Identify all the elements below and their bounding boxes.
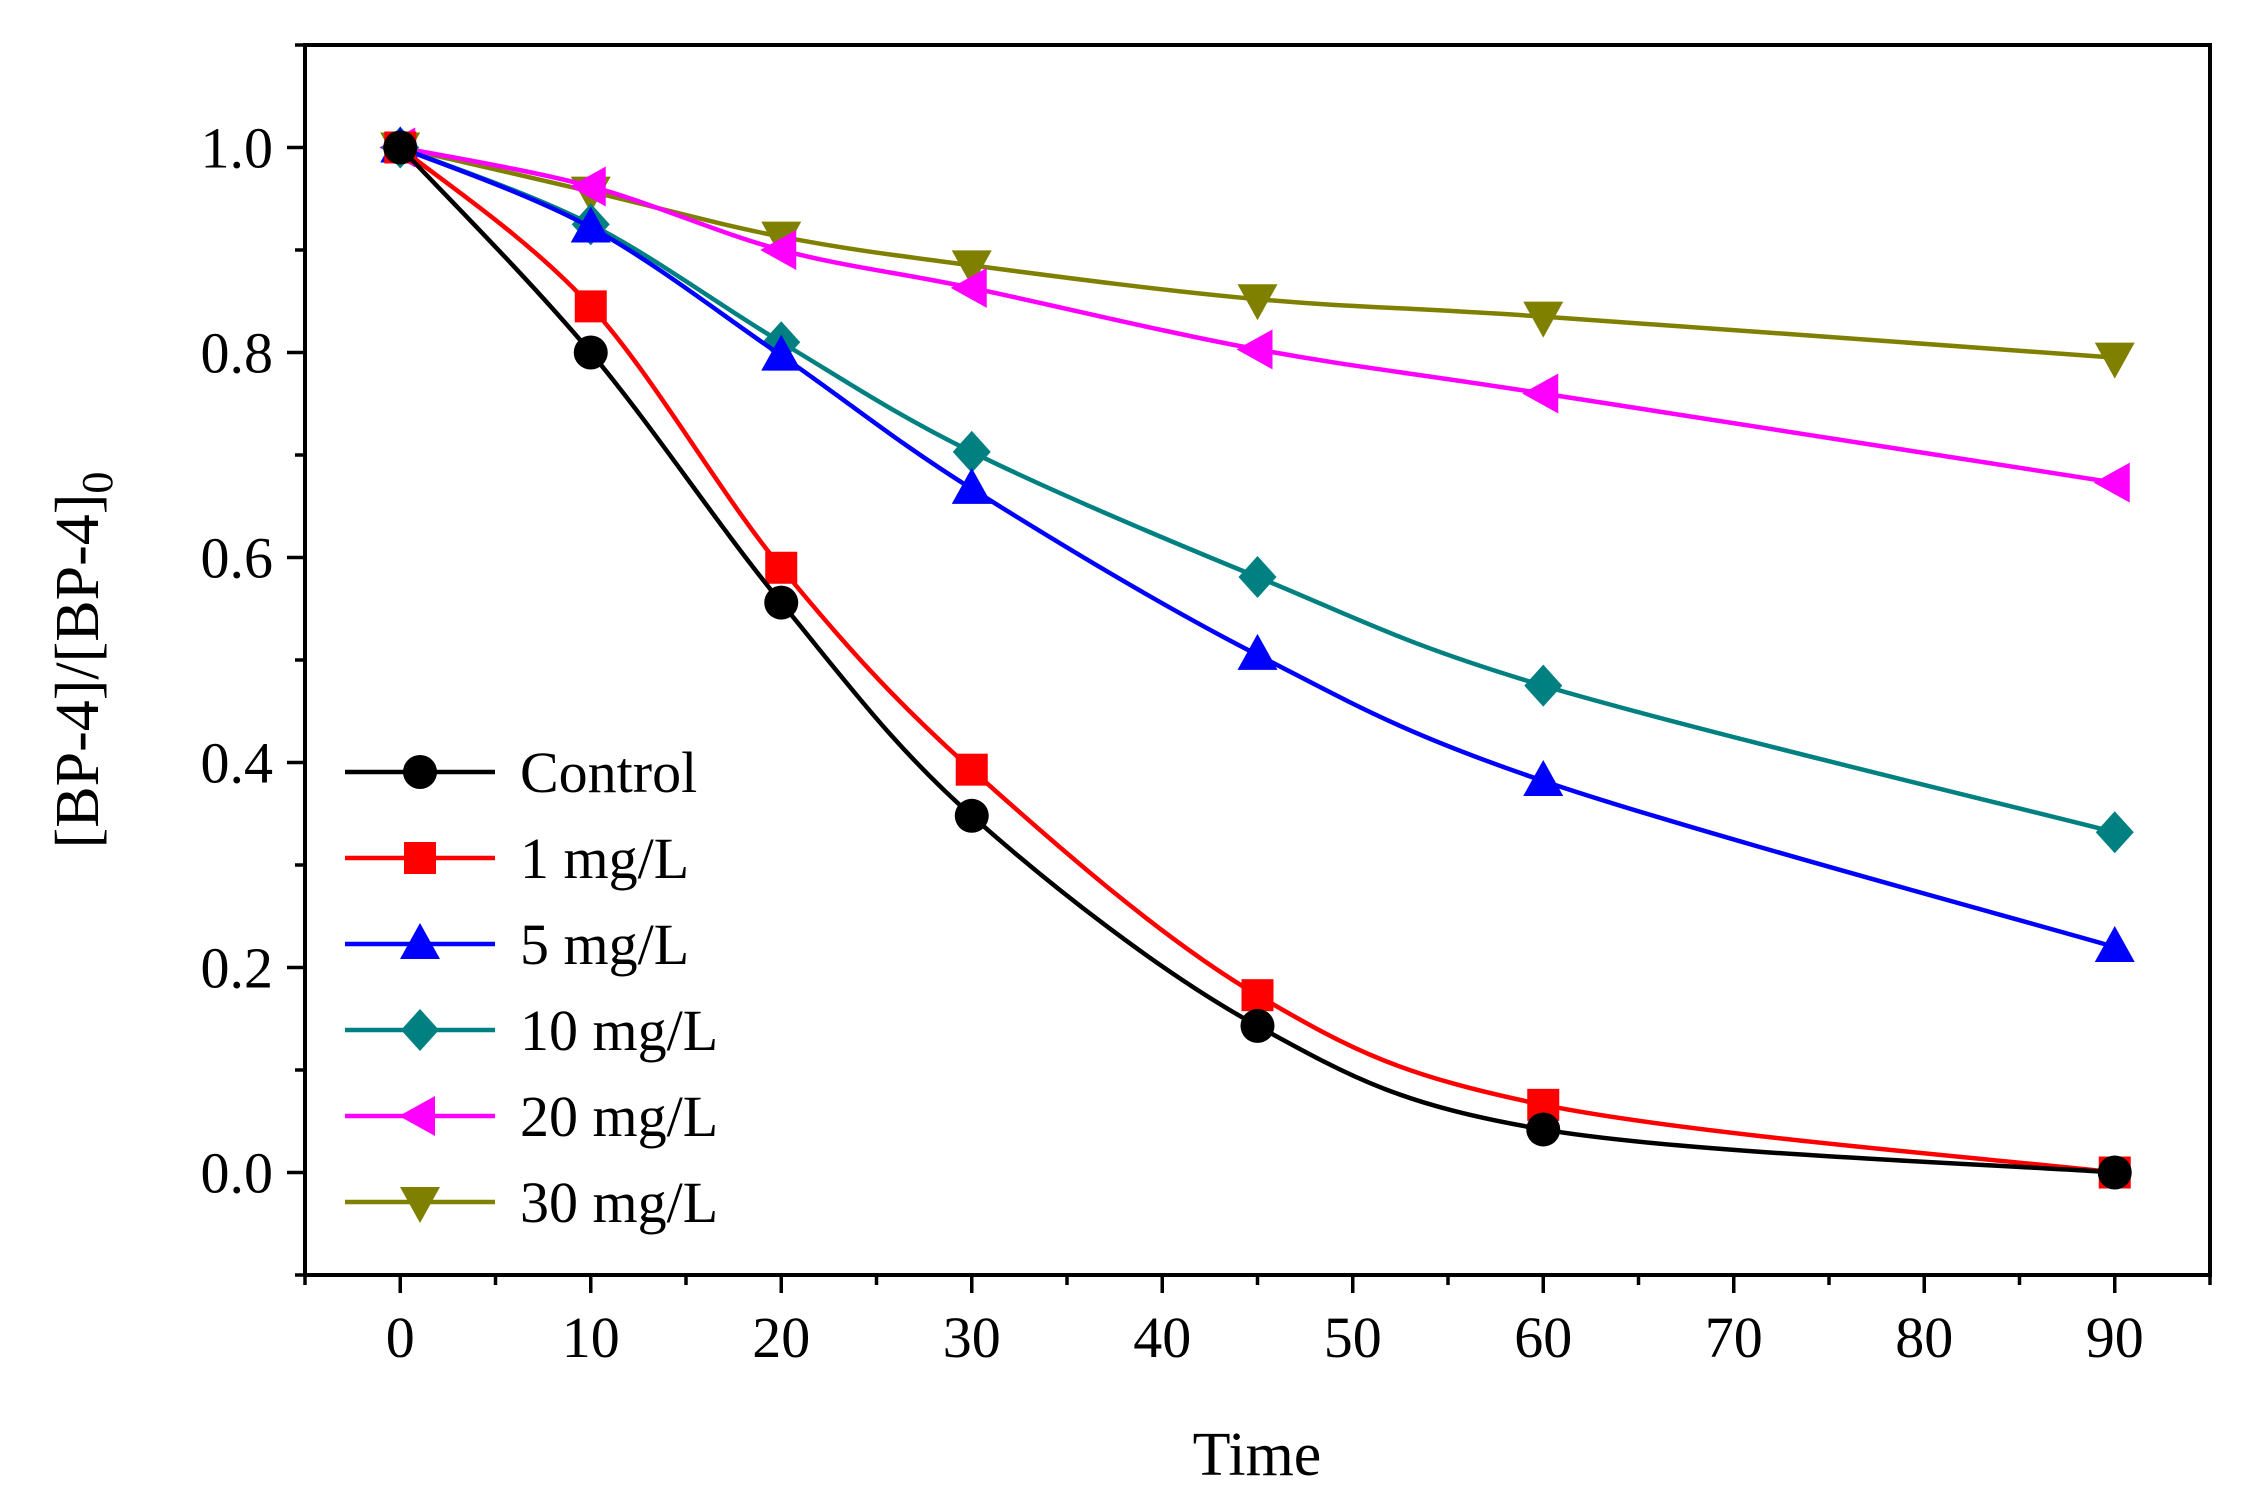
y-axis-title: [BP-4]/[BP-4]0 (44, 472, 122, 849)
data-point-1-mg-l (1241, 979, 1274, 1012)
series-line-30-mg-l (398, 145, 2117, 360)
series-20-mg-l (379, 127, 2130, 503)
y-axis: 0.0 0.2 0.4 0.6 0.8 1.0 (201, 43, 305, 1277)
legend-marker (401, 1009, 439, 1051)
data-point-20-mg-l (760, 230, 797, 270)
y-axis-title-main: [BP-4]/[BP-4] (44, 494, 112, 849)
x-axis: 0 10 20 30 40 50 60 70 80 90 (303, 1275, 2212, 1370)
legend-item-5-mg-l: 5 mg/L (345, 912, 689, 977)
data-point-10-mg-l (952, 430, 991, 473)
legend-marker (400, 923, 440, 959)
legend-marker (404, 842, 436, 874)
data-point-5-mg-l (1523, 759, 1564, 796)
data-point-20-mg-l (1236, 329, 1273, 370)
data-point-1-mg-l (574, 290, 607, 323)
legend-label: 30 mg/L (520, 1170, 718, 1235)
data-point-1-mg-l (955, 753, 988, 786)
data-point-30-mg-l (951, 250, 992, 287)
legend-item-1-mg-l: 1 mg/L (345, 826, 689, 891)
x-tick-label: 60 (1514, 1305, 1572, 1370)
series-line-1-mg-l (398, 145, 2117, 1175)
y-tick-label: 0.2 (201, 936, 274, 1001)
legend: Control 1 mg/L 5 mg/L 10 mg/L 20 mg/L 30 mg/L (345, 740, 718, 1235)
x-tick-label: 80 (1895, 1305, 1953, 1370)
x-tick-label: 90 (2086, 1305, 2144, 1370)
legend-label: Control (520, 740, 697, 805)
data-point-20-mg-l (569, 166, 606, 207)
legend-label: 1 mg/L (520, 826, 689, 891)
legend-label: 20 mg/L (520, 1084, 718, 1149)
data-point-10-mg-l (1238, 555, 1277, 598)
data-point-1-mg-l (765, 551, 798, 584)
x-tick-label: 40 (1133, 1305, 1191, 1370)
data-point-5-mg-l (2094, 926, 2135, 962)
data-point-10-mg-l (2095, 811, 2134, 854)
legend-item-control: Control (345, 740, 697, 805)
legend-item-10-mg-l: 10 mg/L (345, 998, 718, 1063)
legend-marker (400, 1187, 440, 1223)
x-tick-label: 0 (386, 1305, 415, 1370)
data-point-20-mg-l (1522, 373, 1559, 414)
legend-marker (399, 1096, 435, 1136)
data-point-30-mg-l (1237, 284, 1278, 321)
legend-item-30-mg-l: 30 mg/L (345, 1170, 718, 1235)
series-10-mg-l (381, 126, 2134, 854)
x-tick-label: 30 (943, 1305, 1001, 1370)
x-tick-label: 10 (562, 1305, 620, 1370)
data-point-5-mg-l (761, 334, 802, 371)
data-point-10-mg-l (1524, 664, 1563, 707)
data-point-20-mg-l (2093, 462, 2130, 503)
data-point-20-mg-l (950, 267, 987, 308)
series-line-20-mg-l (398, 145, 2117, 485)
data-point-control (954, 798, 989, 833)
y-tick-label: 0.4 (201, 731, 274, 796)
data-point-control (764, 585, 799, 620)
series-line-5-mg-l (398, 145, 2117, 950)
legend-marker (403, 755, 437, 789)
data-point-control (2097, 1155, 2132, 1190)
data-point-5-mg-l (951, 467, 992, 504)
y-tick-label: 0.8 (201, 321, 274, 386)
data-point-control (573, 335, 608, 370)
y-tick-label: 0.6 (201, 526, 274, 591)
y-axis-title-subscript: 0 (73, 472, 122, 494)
x-tick-label: 20 (752, 1305, 810, 1370)
data-point-30-mg-l (1523, 301, 1564, 338)
data-point-5-mg-l (1237, 633, 1278, 670)
data-point-30-mg-l (2094, 342, 2135, 379)
legend-label: 10 mg/L (520, 998, 718, 1063)
series-line-10-mg-l (398, 145, 2117, 835)
data-point-5-mg-l (570, 206, 611, 243)
legend-label: 5 mg/L (520, 912, 689, 977)
y-tick-label: 1.0 (201, 116, 274, 181)
data-point-control (1240, 1008, 1275, 1043)
y-tick-label: 0.0 (201, 1141, 274, 1206)
series-layer (379, 126, 2135, 1190)
x-axis-title: Time (1193, 1421, 1322, 1489)
series-control (383, 130, 2132, 1190)
x-tick-label: 70 (1705, 1305, 1763, 1370)
data-point-control (383, 130, 418, 165)
legend-item-20-mg-l: 20 mg/L (345, 1084, 718, 1149)
x-tick-label: 50 (1324, 1305, 1382, 1370)
data-point-control (1526, 1112, 1561, 1147)
